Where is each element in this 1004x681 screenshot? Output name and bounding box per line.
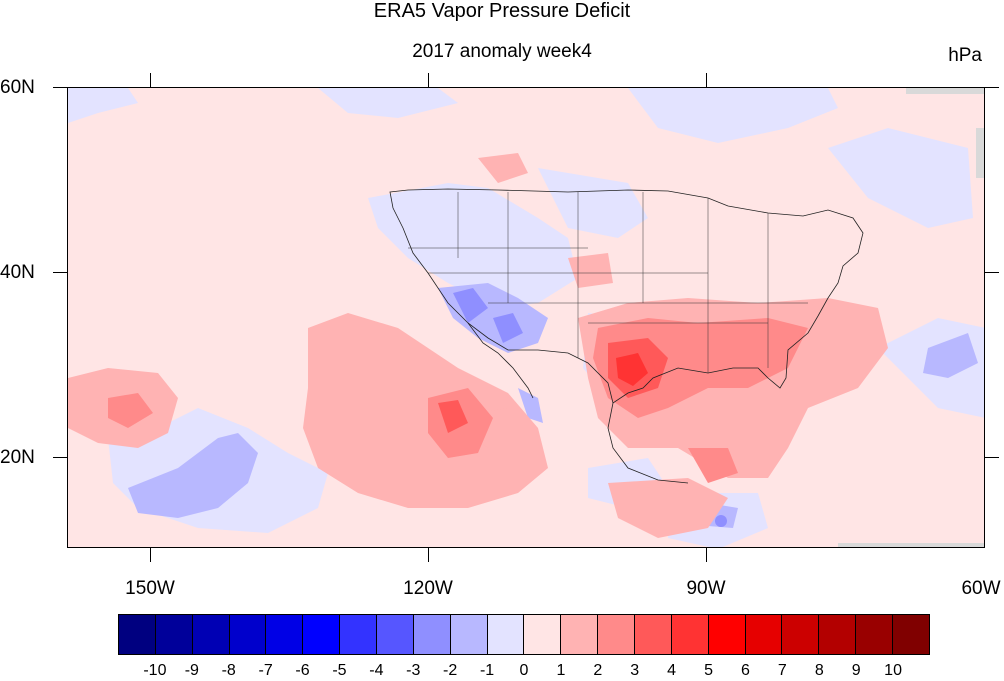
anomaly-band-minus3-minus2 — [453, 288, 727, 527]
lon-label-90w: 90W — [686, 578, 726, 599]
colorbar-swatch — [450, 615, 488, 654]
lat-label-40n: 40N — [0, 262, 35, 283]
anomaly-band-1-2 — [68, 153, 888, 538]
colorbar-swatch — [487, 615, 525, 654]
colorbar-label: -7 — [258, 662, 273, 679]
colorbar-label: 3 — [630, 662, 640, 679]
colorbar-swatch — [340, 615, 378, 654]
tick-bottom-120w — [428, 548, 429, 562]
colorbar-swatch — [266, 615, 304, 654]
colorbar-label: 8 — [814, 662, 824, 679]
colorbar-swatch — [671, 615, 709, 654]
coastlines — [389, 188, 864, 484]
colorbar-label: 6 — [741, 662, 750, 679]
tick-right-20n — [985, 457, 999, 458]
colorbar-label: -6 — [295, 662, 310, 679]
colorbar-swatch — [413, 615, 451, 654]
colorbar-label: 5 — [704, 662, 713, 679]
colorbar-swatch — [782, 615, 820, 654]
colorbar-label: -2 — [443, 662, 458, 679]
tick-right-60n — [985, 87, 999, 88]
colorbar-swatch — [377, 615, 414, 654]
map-title: ERA5 Vapor Pressure Deficit — [373, 0, 631, 22]
state-borders — [408, 192, 808, 373]
colorbar-swatch — [856, 615, 894, 654]
tick-bottom-90w — [706, 548, 707, 562]
colorbar-swatch — [524, 615, 562, 654]
colorbar-label: -5 — [332, 662, 347, 679]
map-subtitle: 2017 anomaly week4 — [412, 41, 592, 62]
colorbar-label: 1 — [556, 662, 566, 679]
colorbar-swatch — [635, 615, 672, 654]
tick-top-120w — [428, 73, 429, 87]
colorbar-swatch — [598, 615, 636, 654]
colorbar-swatch — [819, 615, 857, 654]
colorbar-label: -1 — [479, 662, 495, 679]
colorbar-label: -8 — [221, 662, 236, 679]
lat-label-20n: 20N — [0, 447, 35, 468]
colorbar-swatch — [229, 615, 267, 654]
tick-left-20n — [53, 457, 67, 458]
anomaly-map-canvas — [68, 88, 984, 547]
tick-top-90w — [706, 73, 707, 87]
tick-top-150w — [150, 73, 151, 87]
anomaly-map — [67, 87, 985, 548]
colorbar-swatch — [708, 615, 746, 654]
colorbar-label: -4 — [369, 662, 384, 679]
tick-right-40n — [985, 272, 999, 273]
colorbar-label: -3 — [406, 662, 421, 679]
colorbar — [118, 614, 930, 655]
tick-left-40n — [53, 272, 67, 273]
lon-label-150w: 150W — [125, 578, 175, 599]
anomaly-band-4-5 — [616, 353, 648, 386]
colorbar-swatch — [893, 615, 929, 654]
colorbar-label: 2 — [593, 662, 603, 679]
colorbar-label: -9 — [184, 662, 199, 679]
colorbar-label: 4 — [667, 662, 677, 679]
colorbar-label: 10 — [884, 662, 902, 679]
tick-bottom-150w — [150, 548, 151, 562]
tick-left-60n — [53, 87, 67, 88]
colorbar-swatch — [561, 615, 599, 654]
colorbar-swatch — [192, 615, 230, 654]
units-label: hPa — [948, 45, 982, 66]
masked-edges — [838, 88, 984, 547]
colorbar-swatch — [303, 615, 341, 654]
colorbar-label: 7 — [777, 662, 787, 679]
lon-label-60w: 60W — [961, 578, 1001, 599]
lon-label-120w: 120W — [403, 578, 453, 599]
colorbar-label: -10 — [143, 662, 167, 679]
colorbar-label: 0 — [519, 662, 529, 679]
colorbar-label: 9 — [851, 662, 861, 679]
colorbar-swatch — [119, 615, 156, 654]
colorbar-swatch — [155, 615, 193, 654]
lat-label-60n: 60N — [0, 77, 35, 98]
colorbar-swatch — [745, 615, 783, 654]
